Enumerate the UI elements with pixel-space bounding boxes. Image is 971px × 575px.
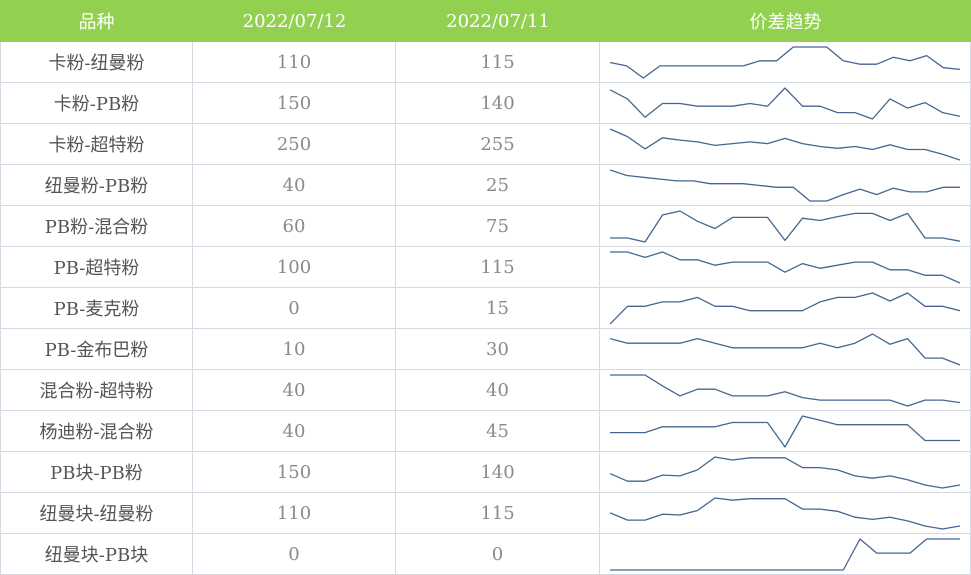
variety-name: 卡粉-超特粉 (0, 124, 193, 165)
trend-cell (600, 288, 971, 329)
trend-sparkline (610, 250, 960, 284)
value-date-2: 0 (396, 534, 600, 575)
trend-cell (600, 370, 971, 411)
variety-name: PB-超特粉 (0, 247, 193, 288)
trend-line (610, 373, 960, 407)
trend-line (610, 250, 960, 284)
value-date-1: 40 (193, 370, 396, 411)
value-date-1: 100 (193, 247, 396, 288)
table-row: PB-麦克粉 0 15 (0, 288, 971, 329)
value-date-2: 30 (396, 329, 600, 370)
trend-line (610, 455, 960, 489)
value-date-1: 0 (193, 288, 396, 329)
value-date-2: 45 (396, 411, 600, 452)
trend-sparkline (610, 168, 960, 202)
header-date-1: 2022/07/12 (242, 10, 347, 32)
value-date-1: 250 (193, 124, 396, 165)
trend-sparkline (610, 414, 960, 448)
value-date-1: 40 (193, 411, 396, 452)
value-date-2: 115 (396, 493, 600, 534)
variety-name: 杨迪粉-混合粉 (0, 411, 193, 452)
value-date-1: 110 (193, 493, 396, 534)
table-row: 纽曼块-PB块 0 0 (0, 534, 971, 575)
variety-name: 混合粉-超特粉 (0, 370, 193, 411)
trend-line (610, 86, 960, 120)
trend-cell (600, 452, 971, 493)
trend-line (610, 496, 960, 530)
trend-sparkline (610, 332, 960, 366)
trend-cell (600, 493, 971, 534)
trend-sparkline (610, 373, 960, 407)
variety-name: 卡粉-PB粉 (0, 83, 193, 124)
value-date-2: 255 (396, 124, 600, 165)
value-date-2: 140 (396, 452, 600, 493)
trend-cell (600, 124, 971, 165)
variety-name: PB-金布巴粉 (0, 329, 193, 370)
table-row: 混合粉-超特粉 40 40 (0, 370, 971, 411)
trend-line (610, 168, 960, 202)
header-trend: 价差趋势 (749, 12, 822, 33)
table-row: PB-金布巴粉 10 30 (0, 329, 971, 370)
trend-cell (600, 247, 971, 288)
trend-sparkline (610, 455, 960, 489)
trend-cell (600, 42, 971, 83)
trend-cell (600, 534, 971, 575)
table-row: PB块-PB粉 150 140 (0, 452, 971, 493)
value-date-1: 60 (193, 206, 396, 247)
value-date-2: 75 (396, 206, 600, 247)
variety-name: 卡粉-纽曼粉 (0, 42, 193, 83)
value-date-2: 25 (396, 165, 600, 206)
trend-line (610, 45, 960, 79)
variety-name: PB-麦克粉 (0, 288, 193, 329)
trend-sparkline (610, 45, 960, 79)
trend-line (610, 127, 960, 161)
trend-cell (600, 411, 971, 452)
table-row: 杨迪粉-混合粉 40 45 (0, 411, 971, 452)
value-date-1: 0 (193, 534, 396, 575)
trend-sparkline (610, 537, 960, 571)
variety-name: 纽曼粉-PB粉 (0, 165, 193, 206)
header-date-2: 2022/07/11 (446, 10, 550, 32)
variety-name: 纽曼块-纽曼粉 (0, 493, 193, 534)
trend-line (610, 209, 960, 243)
trend-sparkline (610, 86, 960, 120)
table-row: PB-超特粉 100 115 (0, 247, 971, 288)
value-date-2: 140 (396, 83, 600, 124)
trend-sparkline (610, 209, 960, 243)
value-date-2: 115 (396, 247, 600, 288)
trend-sparkline (610, 127, 960, 161)
trend-cell (600, 329, 971, 370)
value-date-2: 15 (396, 288, 600, 329)
trend-sparkline (610, 496, 960, 530)
value-date-1: 40 (193, 165, 396, 206)
table-row: 卡粉-PB粉 150 140 (0, 83, 971, 124)
variety-name: PB块-PB粉 (0, 452, 193, 493)
value-date-1: 10 (193, 329, 396, 370)
value-date-1: 110 (193, 42, 396, 83)
trend-cell (600, 206, 971, 247)
value-date-2: 115 (396, 42, 600, 83)
trend-cell (600, 165, 971, 206)
trend-cell (600, 83, 971, 124)
table-row: 纽曼粉-PB粉 40 25 (0, 165, 971, 206)
header-variety: 品种 (78, 12, 115, 33)
variety-name: PB粉-混合粉 (0, 206, 193, 247)
table-row: 卡粉-纽曼粉 110 115 (0, 42, 971, 83)
table-header: 品种 2022/07/12 2022/07/11 价差趋势 (0, 0, 971, 42)
table-row: 纽曼块-纽曼粉 110 115 (0, 493, 971, 534)
value-date-2: 40 (396, 370, 600, 411)
variety-name: 纽曼块-PB块 (0, 534, 193, 575)
trend-line (610, 291, 960, 324)
value-date-1: 150 (193, 452, 396, 493)
table-row: PB粉-混合粉 60 75 (0, 206, 971, 247)
table-row: 卡粉-超特粉 250 255 (0, 124, 971, 165)
trend-sparkline (610, 291, 960, 324)
trend-line (610, 537, 960, 571)
value-date-1: 150 (193, 83, 396, 124)
trend-line (610, 414, 960, 448)
trend-line (610, 332, 960, 366)
